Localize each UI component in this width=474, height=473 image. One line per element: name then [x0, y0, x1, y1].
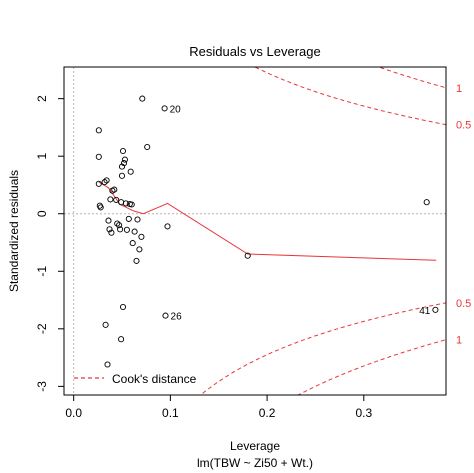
data-point	[138, 233, 145, 240]
y-axis: -3 -2 -1 0 1 2	[35, 95, 65, 392]
data-point	[118, 172, 126, 179]
cooks-label: 0.5	[456, 298, 471, 310]
data-point	[164, 223, 171, 230]
legend: Cook's distance	[74, 372, 197, 386]
cooks-contour-upper-1	[377, 67, 446, 89]
data-point	[118, 336, 125, 343]
data-point	[423, 199, 430, 206]
x-tick-label: 0.3	[355, 406, 372, 420]
point-labels: 20 26 41	[170, 104, 431, 322]
data-point	[104, 361, 111, 368]
data-point	[125, 215, 132, 222]
y-tick-label: 0	[35, 210, 49, 217]
data-point	[95, 180, 102, 187]
point-label: 41	[419, 306, 431, 317]
cooks-label: 0.5	[456, 120, 471, 132]
data-point	[133, 257, 140, 264]
data-point	[97, 204, 104, 211]
point-label: 20	[170, 104, 182, 115]
data-point	[119, 303, 127, 311]
x-axis: 0.0 0.1 0.2 0.3	[65, 394, 372, 420]
data-point	[162, 312, 169, 319]
data-point	[121, 156, 128, 163]
data-point	[102, 321, 109, 328]
data-point	[161, 105, 168, 112]
smooth-line	[98, 181, 437, 261]
data-point	[136, 246, 143, 253]
point-label: 26	[171, 312, 183, 323]
data-point	[127, 168, 134, 175]
cooks-contour-lower-1	[297, 339, 446, 395]
plot-frame	[63, 66, 447, 396]
cooks-distance-contours	[199, 67, 446, 395]
data-point	[113, 196, 120, 203]
x-tick-label: 0.2	[259, 406, 276, 420]
y-tick-label: -3	[35, 381, 49, 392]
data-point	[119, 147, 127, 155]
data-point	[107, 196, 114, 203]
data-point	[122, 200, 129, 207]
cooks-contour-labels: 0.5 0.5 1 1	[456, 83, 471, 347]
model-formula: lm(TBW ~ Zi50 + Wt.)	[197, 456, 313, 470]
legend-label: Cook's distance	[112, 372, 197, 386]
data-point	[144, 143, 151, 151]
data-point	[103, 177, 110, 184]
data-point	[134, 216, 141, 223]
x-tick-label: 0.0	[65, 406, 82, 420]
y-tick-label: 2	[35, 95, 49, 102]
y-tick-label: 1	[35, 153, 49, 160]
smooth-curve	[98, 181, 437, 261]
cooks-label: 1	[456, 335, 462, 347]
data-point	[95, 153, 102, 160]
data-point	[95, 127, 102, 134]
data-point	[128, 201, 135, 208]
x-axis-label: Leverage	[230, 439, 280, 453]
data-point	[432, 306, 439, 313]
data-point	[106, 226, 113, 233]
data-points	[95, 95, 439, 368]
data-point	[139, 95, 146, 102]
data-point	[244, 252, 251, 259]
data-point	[129, 240, 136, 247]
data-point	[118, 163, 126, 170]
x-tick-label: 0.1	[162, 406, 179, 420]
data-point	[111, 186, 118, 193]
y-tick-label: -2	[35, 323, 49, 334]
reference-lines	[64, 67, 446, 395]
data-point	[105, 217, 112, 224]
chart-title: Residuals vs Leverage	[189, 44, 321, 59]
data-point	[101, 179, 108, 186]
data-point	[117, 226, 124, 233]
data-point	[108, 229, 115, 236]
cooks-label: 1	[456, 83, 462, 95]
y-tick-label: -1	[35, 266, 49, 277]
data-point	[114, 220, 121, 227]
data-point	[116, 222, 123, 229]
data-point	[131, 228, 138, 235]
y-axis-label: Standardized residuals	[7, 170, 21, 292]
data-point	[120, 160, 128, 167]
data-point	[123, 226, 130, 233]
cooks-contour-lower-0.5	[199, 302, 446, 395]
